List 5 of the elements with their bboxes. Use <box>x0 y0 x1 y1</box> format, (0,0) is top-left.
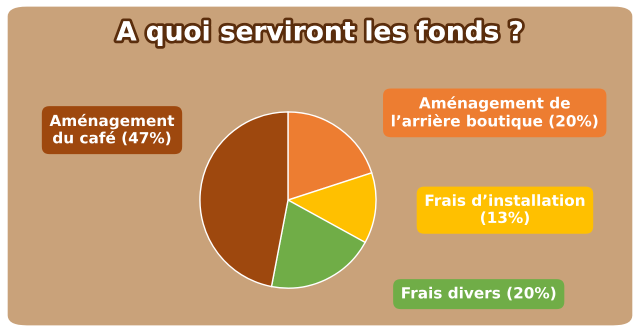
slice-label: Frais divers (20%) <box>402 286 556 300</box>
slice-label: Aménagement du café (47%) <box>50 114 174 146</box>
slice-label: Frais d’installation (13%) <box>426 194 584 225</box>
slice-label: Aménagement de l’arrière boutique (20%) <box>392 96 598 130</box>
chart-title: A quoi serviront les fonds ? <box>116 20 522 46</box>
